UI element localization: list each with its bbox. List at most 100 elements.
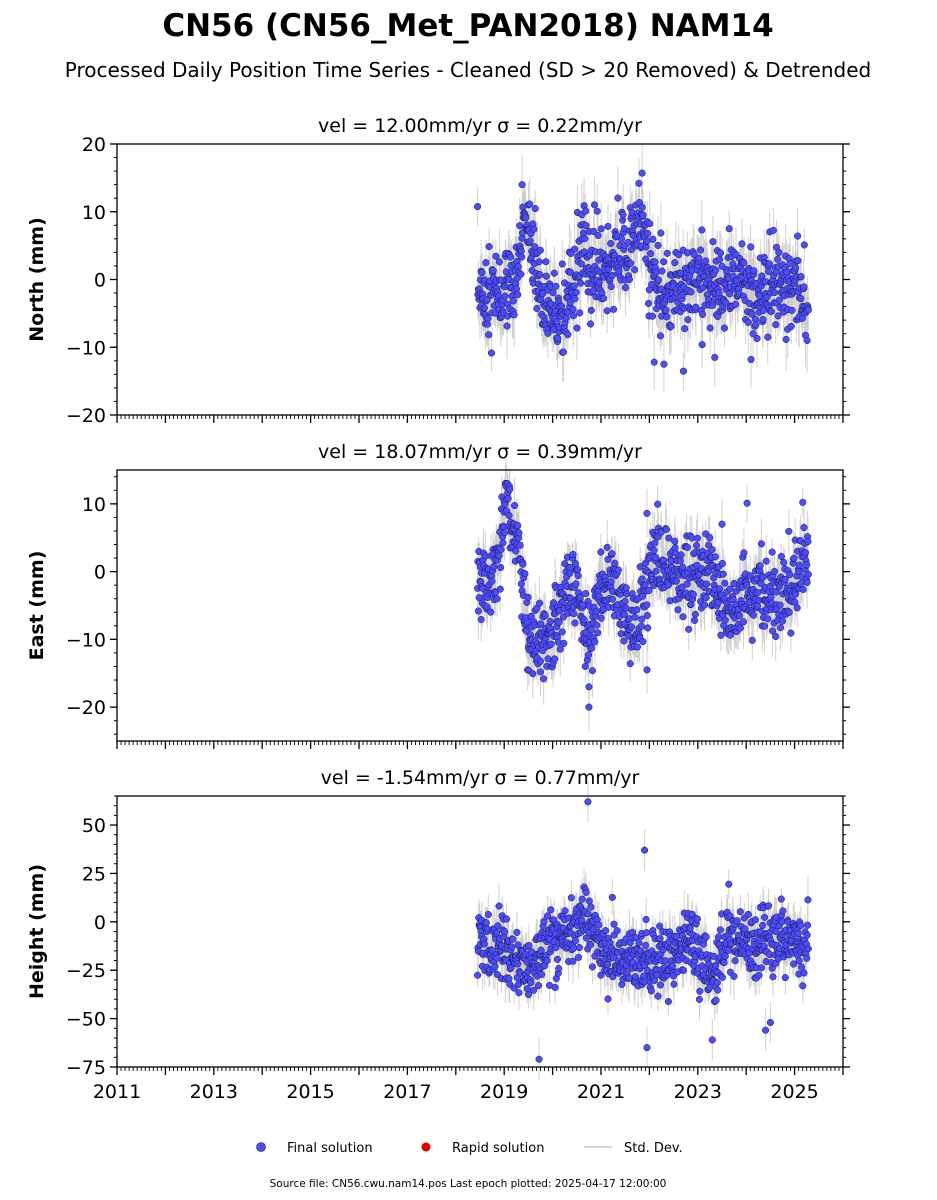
final-solution-point <box>780 558 788 567</box>
final-solution-point <box>648 312 657 320</box>
final-solution-point <box>656 332 664 340</box>
final-solution-point <box>597 548 605 556</box>
final-solution-point <box>543 912 552 920</box>
final-solution-point <box>483 603 491 611</box>
final-solution-point <box>535 258 543 266</box>
final-solution-point <box>702 257 710 265</box>
final-solution-point <box>603 543 611 551</box>
final-solution-point <box>800 241 808 249</box>
final-solution-point <box>761 622 769 630</box>
final-solution-point <box>617 630 625 638</box>
final-solution-point <box>522 214 530 222</box>
final-solution-point <box>683 543 692 551</box>
final-solution-point <box>551 655 559 663</box>
final-solution-point <box>627 623 635 631</box>
final-solution-point <box>794 232 802 240</box>
final-solution-point <box>597 225 605 233</box>
final-solution-point <box>525 941 533 950</box>
final-solution-point <box>703 580 711 588</box>
final-solution-point <box>581 234 589 242</box>
final-solution-point <box>595 921 603 929</box>
final-solution-point <box>539 290 547 298</box>
final-solution-point <box>576 594 584 602</box>
final-solution-point <box>775 296 783 304</box>
final-solution-point <box>797 295 805 303</box>
final-solution-point <box>516 222 524 230</box>
final-solution-point <box>706 324 714 332</box>
final-solution-point <box>518 181 526 189</box>
final-solution-point <box>781 576 789 584</box>
final-solution-point <box>578 916 586 924</box>
final-solution-point <box>569 305 577 313</box>
final-solution-point <box>558 260 566 268</box>
final-solution-point <box>620 637 628 645</box>
final-solution-point <box>785 608 793 616</box>
final-solution-point <box>663 313 671 321</box>
final-solution-point <box>503 915 511 923</box>
final-solution-point <box>804 537 812 546</box>
final-solution-point <box>495 902 503 910</box>
final-solution-point <box>774 255 782 263</box>
final-solution-point <box>803 336 811 344</box>
final-solution-point <box>562 314 570 322</box>
y-tick-label: −20 <box>66 697 106 719</box>
final-solution-point <box>516 541 524 549</box>
final-solution-point <box>717 631 725 639</box>
final-solution-point <box>622 604 630 612</box>
final-solution-point <box>637 622 645 630</box>
panel-title-east: vel = 18.07mm/yr σ = 0.39mm/yr <box>318 441 642 463</box>
final-solution-point <box>643 601 651 609</box>
final-solution-point <box>514 291 522 299</box>
final-solution-points-east <box>474 480 812 711</box>
final-solution-point <box>691 610 699 618</box>
final-solution-point <box>501 529 509 537</box>
final-solution-point <box>501 292 509 300</box>
final-solution-point <box>576 279 585 287</box>
final-solution-point <box>567 894 575 902</box>
final-solution-point <box>748 636 756 644</box>
final-solution-point <box>645 587 653 595</box>
final-solution-point <box>671 537 679 545</box>
final-solution-point <box>764 615 772 623</box>
final-solution-point <box>732 300 740 308</box>
final-solution-point <box>792 264 800 272</box>
final-solution-point <box>569 957 577 965</box>
final-solution-point <box>536 668 545 676</box>
final-solution-point <box>706 534 714 542</box>
final-solution-point <box>752 321 760 329</box>
final-solution-point <box>571 295 579 303</box>
final-solution-point <box>644 624 652 632</box>
final-solution-point <box>738 240 746 248</box>
final-solution-point <box>782 335 790 344</box>
final-solution-point <box>786 260 794 268</box>
final-solution-point <box>660 360 668 368</box>
final-solution-point <box>577 260 585 268</box>
final-solution-point <box>482 259 490 267</box>
final-solution-point <box>736 624 744 632</box>
final-solution-point <box>571 559 579 568</box>
final-solution-point <box>796 561 804 569</box>
final-solution-point <box>721 579 729 587</box>
final-solution-point <box>614 566 622 574</box>
final-solution-point <box>547 640 555 648</box>
final-solution-point <box>699 310 707 318</box>
final-solution-point <box>526 237 534 245</box>
final-solution-point <box>756 562 764 570</box>
final-solution-point <box>803 561 811 569</box>
y-axis-label-east: East (mm) <box>26 551 48 661</box>
final-solution-point <box>633 643 641 651</box>
final-solution-point <box>621 284 630 292</box>
final-solution-point <box>793 604 801 612</box>
final-solution-point <box>654 500 662 508</box>
final-solution-point <box>664 581 672 589</box>
final-solution-points-height <box>474 798 812 1063</box>
y-tick-label: −10 <box>66 629 106 651</box>
final-solution-point <box>794 257 802 265</box>
final-solution-point <box>757 540 765 548</box>
final-solution-point <box>726 631 734 639</box>
panel-north: vel = 12.00mm/yr σ = 0.22mm/yr North (mm)… <box>26 115 850 427</box>
final-solution-point <box>495 258 503 266</box>
final-solution-point <box>597 971 605 979</box>
final-solution-point <box>748 310 756 318</box>
